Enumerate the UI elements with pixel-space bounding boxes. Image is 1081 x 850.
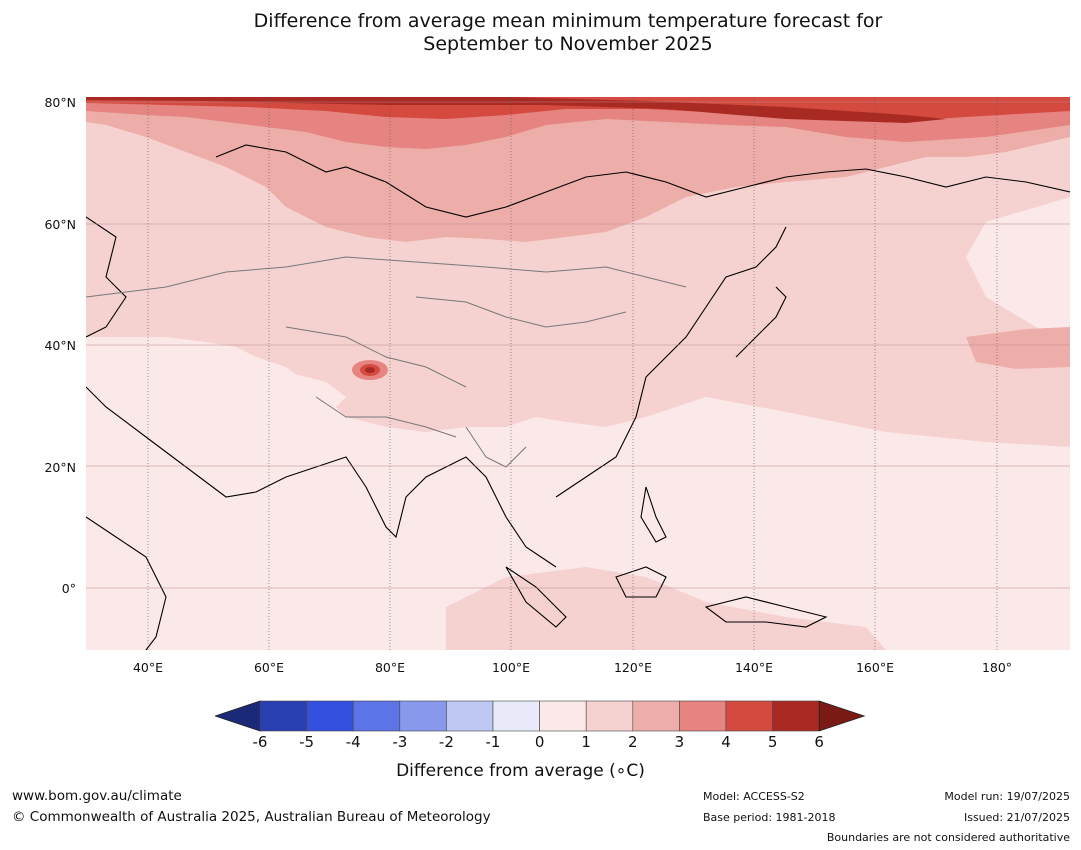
africa-coastline (86, 516, 167, 650)
colorbar-extension-low (215, 700, 261, 732)
colorbar-swatch (772, 700, 820, 732)
colorbar-tick-label: -4 (345, 733, 361, 751)
colorbar (215, 700, 866, 732)
colorbar-tick-label: -6 (252, 733, 268, 751)
anomaly-band-0-1-north (86, 365, 346, 427)
colorbar-tick-label: -1 (485, 733, 501, 751)
colorbar-extension-high (818, 700, 866, 732)
colorbar-swatch (725, 700, 773, 732)
colorbar-tick-label: -5 (299, 733, 315, 751)
country-borders (86, 256, 687, 468)
colorbar-tick-label: 2 (628, 733, 638, 751)
colorbar-swatch (306, 700, 354, 732)
title-line-2: September to November 2025 (423, 33, 713, 55)
lon-label-120e: 120°E (613, 660, 652, 675)
lat-label-0: 0° (61, 581, 76, 596)
east-asia-coastline (555, 226, 787, 498)
colorbar-swatch (679, 700, 727, 732)
west-europe-coastline (86, 216, 127, 338)
colorbar-swatch (352, 700, 401, 732)
colorbar-label: Difference from average (∘C) (396, 761, 645, 781)
colorbar-tick-label: 1 (581, 733, 591, 751)
border-china-mongolia (415, 296, 627, 328)
anomaly-patch-2-3-pacific (966, 327, 1070, 369)
border-southeast-asia (465, 426, 527, 468)
colorbar-tick-label: -3 (392, 733, 408, 751)
lon-label-100e: 100°E (491, 660, 530, 675)
colorbar-tick-label: 4 (721, 733, 731, 751)
colorbar-tick-label: 5 (767, 733, 778, 751)
disclaimer-text: Boundaries are not considered authoritat… (826, 831, 1070, 844)
website-text: www.bom.gov.au/climate (12, 788, 182, 804)
arctic-coastline (215, 144, 1070, 218)
lat-label-80n: 80°N (44, 95, 76, 110)
map-gridlines (147, 97, 998, 650)
base-period-text: Base period: 1981-2018 (703, 811, 836, 824)
colorbar-swatch (446, 700, 494, 732)
new-guinea-coastline (704, 596, 828, 628)
border-india-north (315, 396, 457, 438)
lat-label-60n: 60°N (44, 217, 76, 232)
forecast-map (86, 97, 1070, 650)
lat-label-40n: 40°N (44, 338, 76, 353)
lon-label-40e: 40°E (132, 660, 164, 675)
colorbar-tick-label: -2 (438, 733, 454, 751)
coastlines (86, 144, 1070, 650)
sumatra-coastline (505, 566, 567, 628)
lat-label-20n: 20°N (44, 460, 76, 475)
copyright-text: © Commonwealth of Australia 2025, Austra… (12, 809, 491, 825)
japan-coastline (735, 286, 787, 358)
colorbar-tick-label: 0 (534, 733, 545, 751)
anomaly-hotspot-core (365, 367, 375, 373)
colorbar-tick-label: 6 (814, 733, 824, 751)
lon-label-60e: 60°E (253, 660, 285, 675)
lon-label-80e: 80°E (374, 660, 406, 675)
model-run-text: Model run: 19/07/2025 (944, 790, 1070, 803)
lon-label-160e: 160°E (855, 660, 894, 675)
middle-east-india-coastline (86, 386, 557, 568)
model-text: Model: ACCESS-S2 (703, 790, 805, 803)
colorbar-swatch (585, 700, 634, 732)
issued-text: Issued: 21/07/2025 (963, 811, 1070, 824)
lon-label-180: 180° (981, 660, 1013, 675)
colorbar-tick-label: 3 (674, 733, 685, 751)
lon-label-140e: 140°E (734, 660, 773, 675)
colorbar-swatch (399, 700, 447, 732)
colorbar-swatch (632, 700, 680, 732)
colorbar-swatch (539, 700, 587, 732)
philippines-coastline (640, 486, 667, 543)
border-china-west (285, 326, 467, 388)
map-lat-gridlines (86, 101, 1070, 589)
colorbar-swatch (492, 700, 540, 732)
borneo-coastline (615, 566, 667, 598)
title-line-1: Difference from average mean minimum tem… (253, 10, 883, 32)
border-russia-south (86, 256, 687, 298)
colorbar-swatch (259, 700, 307, 732)
